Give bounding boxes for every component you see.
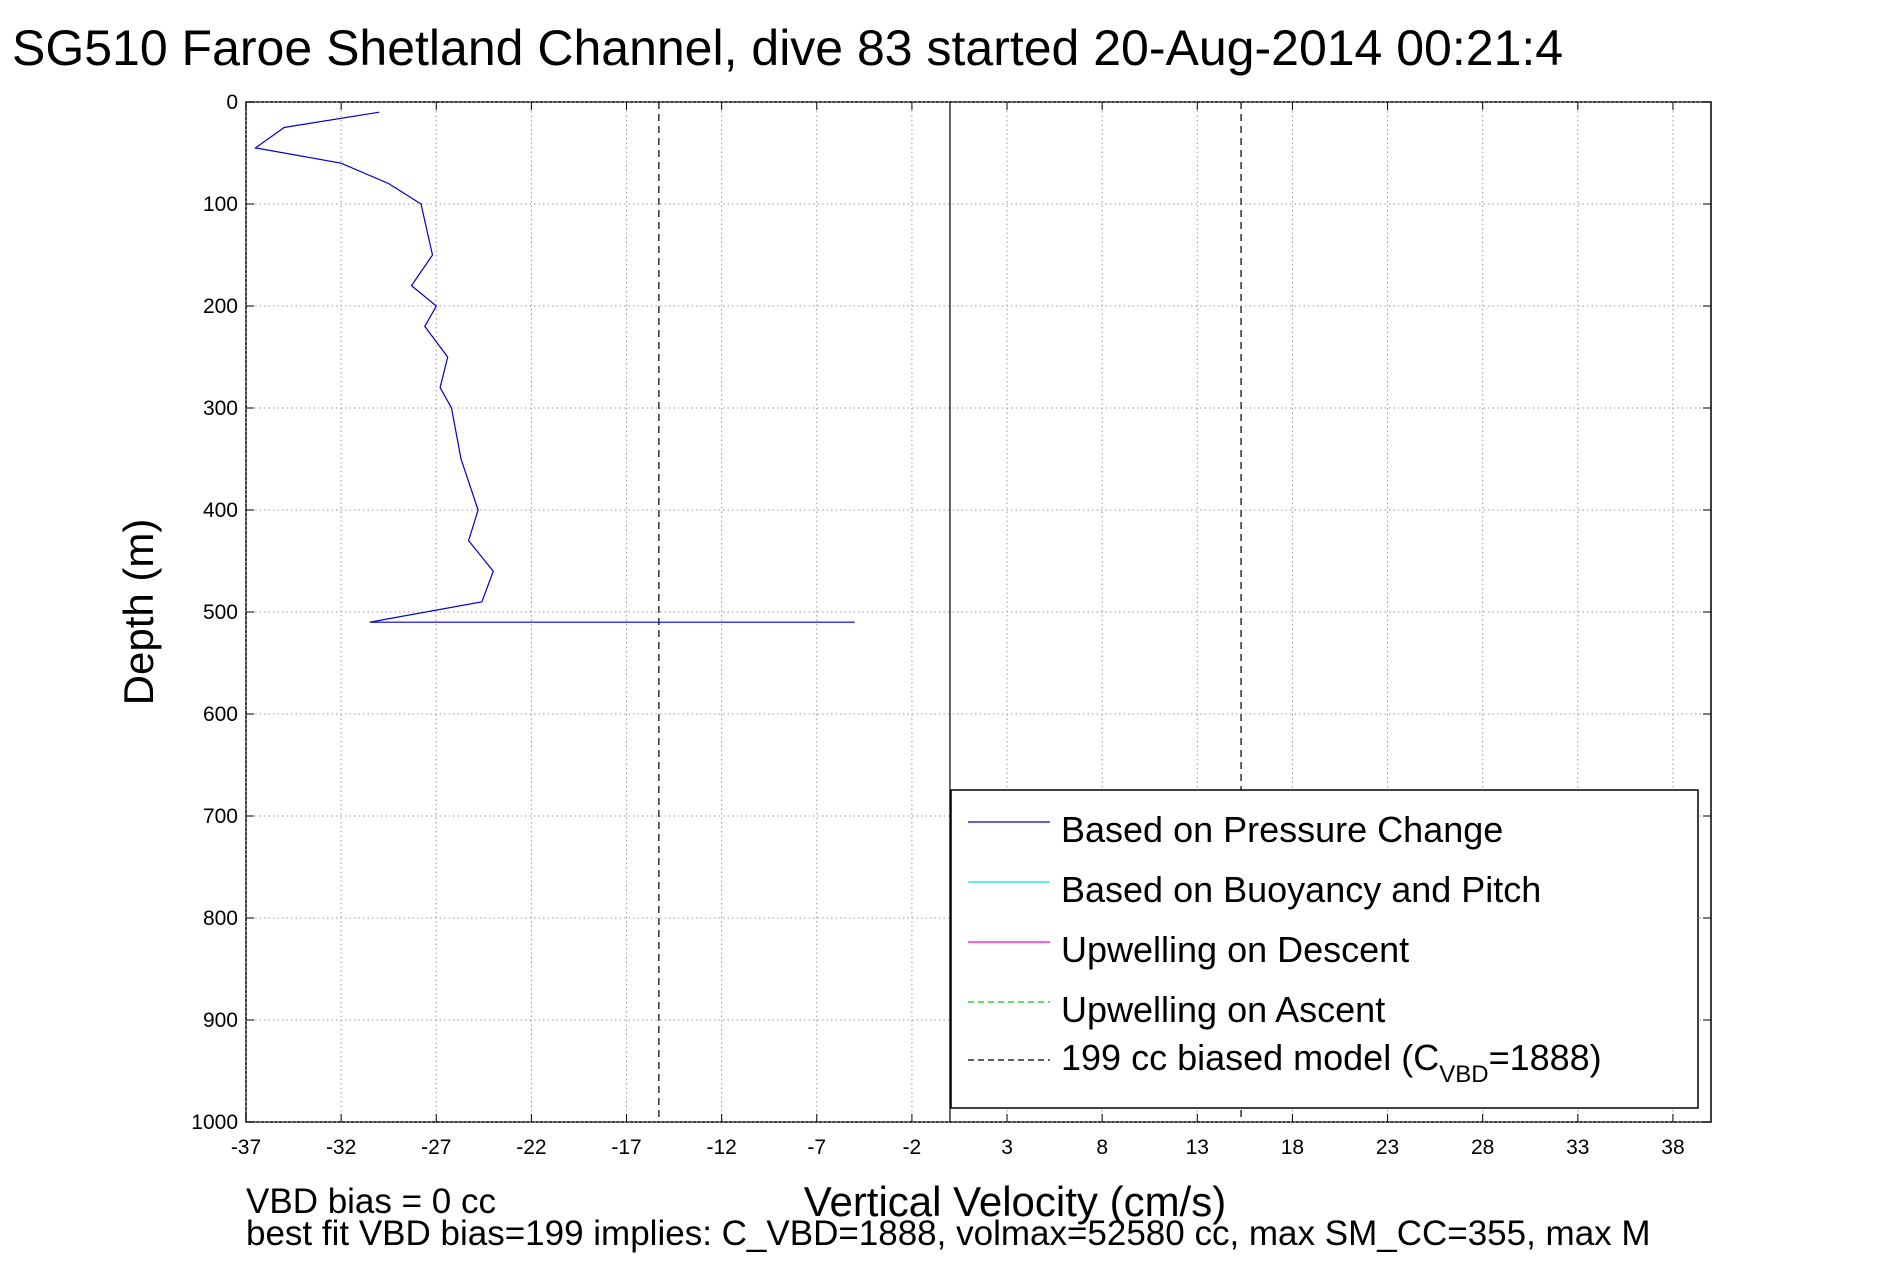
x-tick-label: 18 bbox=[1281, 1136, 1304, 1159]
x-tick-label: -32 bbox=[326, 1136, 356, 1159]
series-layer bbox=[253, 111, 855, 623]
x-tick-label: -37 bbox=[231, 1136, 261, 1159]
y-axis-label: Depth (m) bbox=[115, 519, 162, 706]
x-tick-label: -17 bbox=[611, 1136, 641, 1159]
reference-lines bbox=[658, 102, 1242, 1122]
x-tick-label: -27 bbox=[421, 1136, 451, 1159]
footer-line-1: VBD bias = 0 cc bbox=[246, 1182, 496, 1221]
y-tick-label: 900 bbox=[203, 1009, 238, 1032]
y-tick-label: 400 bbox=[203, 499, 238, 522]
y-tick-label: 200 bbox=[203, 295, 238, 318]
x-tick-label: -7 bbox=[807, 1136, 826, 1159]
series-line-based-on-pressure-change bbox=[253, 111, 855, 623]
x-tick-label: -22 bbox=[516, 1136, 546, 1159]
x-tick-label: 28 bbox=[1471, 1136, 1494, 1159]
legend: Based on Pressure Change Based on Buoyan… bbox=[950, 789, 1699, 1109]
y-tick-label: 700 bbox=[203, 805, 238, 828]
chart-title: SG510 Faroe Shetland Channel, dive 83 st… bbox=[12, 20, 1563, 76]
x-tick-label: 8 bbox=[1096, 1136, 1108, 1159]
legend-label-model-end: =1888) bbox=[1489, 1037, 1602, 1078]
x-tick-label: -2 bbox=[903, 1136, 922, 1159]
y-tick-label: 100 bbox=[203, 193, 238, 216]
y-tick-label: 500 bbox=[203, 601, 238, 624]
y-tick-label: 1000 bbox=[191, 1111, 238, 1134]
legend-label-pressure: Based on Pressure Change bbox=[1061, 809, 1503, 850]
x-tick-label: 38 bbox=[1661, 1136, 1684, 1159]
x-axis-label: Vertical Velocity (cm/s) bbox=[804, 1178, 1226, 1225]
legend-label-model-main: 199 cc biased model (C bbox=[1061, 1037, 1439, 1078]
y-tick-label: 0 bbox=[226, 91, 238, 114]
x-tick-label: 3 bbox=[1001, 1136, 1013, 1159]
x-tick-label: 33 bbox=[1566, 1136, 1589, 1159]
axis-ticks: -37 -32 -27 -22 -17 -12 -7 -2 3 8 13 18 23 28 33 380100… bbox=[191, 91, 1711, 1159]
y-tick-label: 300 bbox=[203, 397, 238, 420]
legend-label-model: 199 cc biased model (CVBD=1888) bbox=[1061, 1037, 1602, 1088]
footer-line-2: best fit VBD bias=199 implies: C_VBD=188… bbox=[246, 1214, 1651, 1253]
y-tick-label: 600 bbox=[203, 703, 238, 726]
legend-label-buoyancy: Based on Buoyancy and Pitch bbox=[1061, 869, 1541, 910]
x-tick-label: -12 bbox=[706, 1136, 736, 1159]
y-tick-label: 800 bbox=[203, 907, 238, 930]
x-tick-label: 13 bbox=[1186, 1136, 1209, 1159]
legend-label-model-sub: VBD bbox=[1439, 1061, 1488, 1088]
legend-box bbox=[950, 789, 1699, 1109]
legend-label-ascent: Upwelling on Ascent bbox=[1061, 989, 1385, 1030]
x-tick-label: 23 bbox=[1376, 1136, 1399, 1159]
legend-label-descent: Upwelling on Descent bbox=[1061, 929, 1409, 970]
